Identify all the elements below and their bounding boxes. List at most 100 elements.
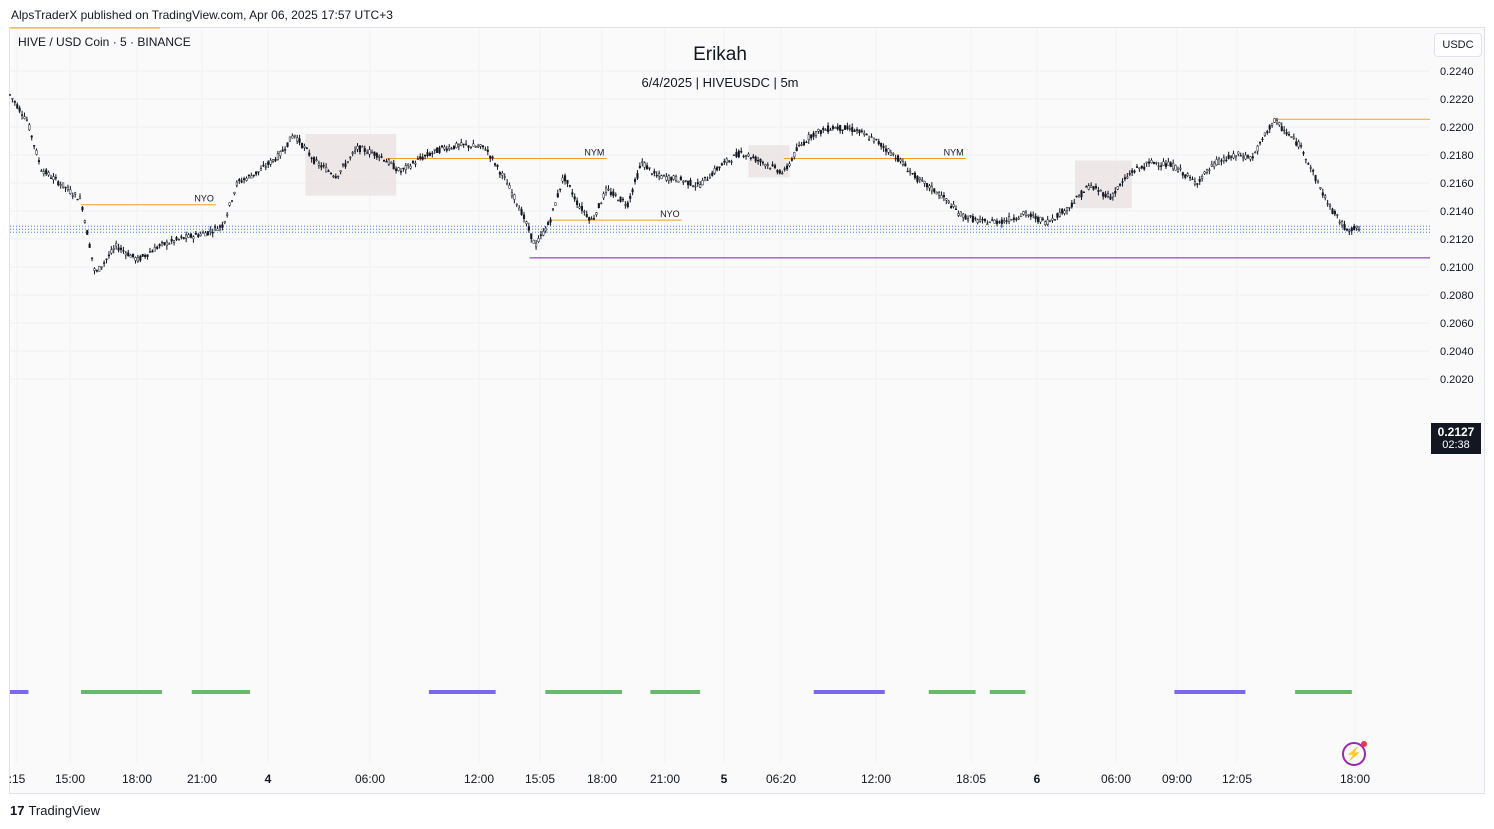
- candle-body: [436, 147, 439, 154]
- symbol-label[interactable]: HIVE / USD Coin · 5 · BINANCE: [18, 35, 191, 49]
- candle-body: [969, 215, 972, 217]
- candle-body: [906, 170, 909, 173]
- candle-body: [853, 130, 856, 132]
- candle-body: [83, 220, 86, 223]
- candle-body: [279, 151, 282, 157]
- candle-body: [624, 204, 627, 206]
- candle-body: [636, 173, 639, 179]
- candle-body: [655, 174, 658, 177]
- candle-body: [580, 205, 583, 211]
- candle-body: [1343, 224, 1346, 230]
- candle-body: [199, 233, 202, 236]
- candle-body: [518, 207, 521, 211]
- candle-body: [578, 206, 581, 209]
- currency-button[interactable]: USDC: [1434, 33, 1482, 57]
- candle-body: [1191, 178, 1194, 181]
- x-tick-label: 18:05: [956, 772, 986, 786]
- candle-body: [286, 142, 289, 147]
- candle-body: [841, 129, 844, 131]
- candle-body: [332, 175, 335, 178]
- candle-body: [139, 256, 142, 261]
- candle-body: [30, 135, 33, 138]
- candle-body: [209, 229, 212, 232]
- candle-body: [1189, 176, 1192, 179]
- candle-body: [535, 242, 538, 248]
- candle-body: [1341, 221, 1344, 226]
- candle-body: [100, 266, 103, 268]
- candle-body: [448, 146, 451, 150]
- candle-body: [274, 158, 277, 162]
- candle-body: [57, 181, 60, 186]
- y-tick-label: 0.2160: [1440, 178, 1474, 190]
- candle-body: [957, 213, 960, 216]
- candle-body: [1022, 211, 1025, 215]
- candle-body: [506, 182, 509, 186]
- candle-body: [911, 172, 914, 175]
- candle-body: [940, 195, 943, 199]
- candle-body: [851, 127, 854, 132]
- candle-body: [1292, 136, 1295, 139]
- candle-body: [870, 136, 873, 138]
- candle-body: [1259, 141, 1262, 144]
- candle-body: [515, 203, 518, 206]
- candle-body: [583, 211, 586, 213]
- candle-body: [402, 167, 405, 170]
- candle-body: [744, 155, 748, 157]
- candle-body: [790, 158, 793, 161]
- candle-body: [91, 257, 94, 259]
- candle-body: [1256, 145, 1259, 152]
- y-tick-label: 0.2180: [1440, 150, 1474, 162]
- candle-body: [619, 196, 622, 202]
- tradingview-logo[interactable]: 17 TradingView: [10, 803, 100, 818]
- candle-body: [827, 125, 830, 133]
- candle-body: [800, 144, 803, 146]
- candle-body: [653, 170, 656, 174]
- candle-body: [945, 198, 948, 201]
- candle-body: [218, 225, 222, 228]
- candle-body: [648, 167, 651, 169]
- candle-body: [457, 144, 460, 147]
- candle-body: [754, 156, 757, 162]
- candle-body: [1290, 136, 1293, 138]
- candle-body: [597, 203, 600, 209]
- candle-body: [247, 174, 250, 177]
- candle-body: [1155, 162, 1158, 164]
- candle-body: [1266, 131, 1269, 134]
- candle-body: [296, 137, 299, 142]
- candle-body: [1345, 228, 1348, 231]
- candle-body: [1099, 190, 1102, 192]
- x-tick-label: 21:00: [187, 772, 217, 786]
- candle-body: [119, 247, 123, 250]
- candle-body: [52, 176, 55, 180]
- candle-body: [805, 141, 808, 144]
- candle-body: [298, 138, 301, 143]
- candle-body: [341, 164, 345, 166]
- candle-body: [566, 179, 569, 184]
- candle-body: [288, 136, 291, 142]
- candle-body: [1234, 155, 1237, 158]
- candle-body: [658, 173, 661, 177]
- candle-body: [1353, 226, 1356, 231]
- candle-body: [720, 163, 723, 166]
- candle-body: [334, 176, 337, 179]
- price-level-label: NYM: [584, 148, 604, 158]
- candle-body: [687, 180, 690, 186]
- candle-body: [1005, 220, 1008, 222]
- candle-body: [887, 148, 890, 153]
- candle-body: [942, 195, 945, 198]
- candle-body: [542, 230, 545, 236]
- candle-body: [354, 149, 357, 152]
- candle-body: [1176, 168, 1180, 172]
- candle-body: [757, 159, 760, 162]
- candle-body: [679, 176, 682, 181]
- candle-body: [264, 166, 267, 168]
- lightning-icon[interactable]: ⚡: [1342, 741, 1367, 766]
- candle-body: [1053, 219, 1056, 221]
- candle-body: [742, 155, 745, 158]
- candle-body: [638, 165, 641, 169]
- candle-body: [1063, 210, 1066, 214]
- x-tick-label: 06:00: [1101, 772, 1131, 786]
- candle-body: [901, 161, 904, 165]
- candle-body: [49, 177, 53, 179]
